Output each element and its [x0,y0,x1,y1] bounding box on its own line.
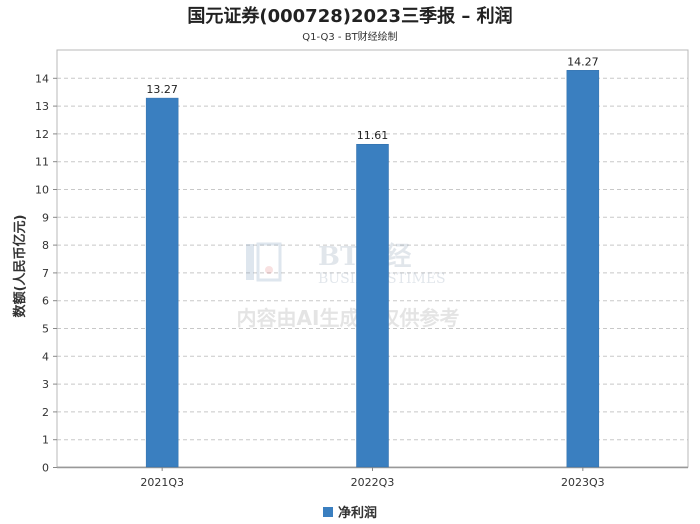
x-tick-label: 2022Q3 [351,476,395,489]
legend-swatch [322,506,333,517]
y-tick-label: 6 [42,295,49,308]
y-tick-label: 11 [35,156,49,169]
legend: 净利润 [0,502,700,521]
y-tick-label: 10 [35,184,49,197]
y-tick-label: 2 [42,406,49,419]
bar-value-label: 14.27 [567,55,599,68]
bar [566,70,600,468]
y-tick-label: 8 [42,239,49,252]
y-tick-label: 7 [42,267,49,280]
legend-label: 净利润 [337,506,377,521]
watermark-notice: 内容由AI生成，仅供参考 [237,306,460,330]
chart-title: 国元证券(000728)2023三季报 – 利润 [187,6,513,27]
y-tick-label: 5 [42,323,49,336]
chart-subtitle: Q1-Q3 - BT财经绘制 [302,32,398,43]
y-tick-label: 12 [35,128,49,141]
y-tick-label: 14 [35,72,49,85]
y-tick-label: 4 [42,350,49,363]
y-tick-label: 0 [42,462,49,475]
y-tick-label: 3 [42,378,49,391]
y-axis-label: 数额(人民币亿元) [12,215,28,318]
bar-value-label: 11.61 [357,129,389,142]
bar-value-label: 13.27 [146,83,178,96]
x-tick-label: 2023Q3 [561,476,605,489]
watermark-logo-mark [256,242,282,282]
y-tick-label: 13 [35,100,49,113]
watermark-logo-mark [246,244,254,280]
y-tick-label: 9 [42,211,49,224]
y-tick-label: 1 [42,434,49,447]
bars: 13.27 11.61 14.27 [145,55,600,468]
x-tick-label: 2021Q3 [140,476,184,489]
bar [145,97,179,468]
watermark-logo-dot [265,266,273,274]
watermark: BT财经 BUSINESSTIMES 内容由AI生成，仅供参考 [237,241,460,330]
bar [356,143,389,468]
